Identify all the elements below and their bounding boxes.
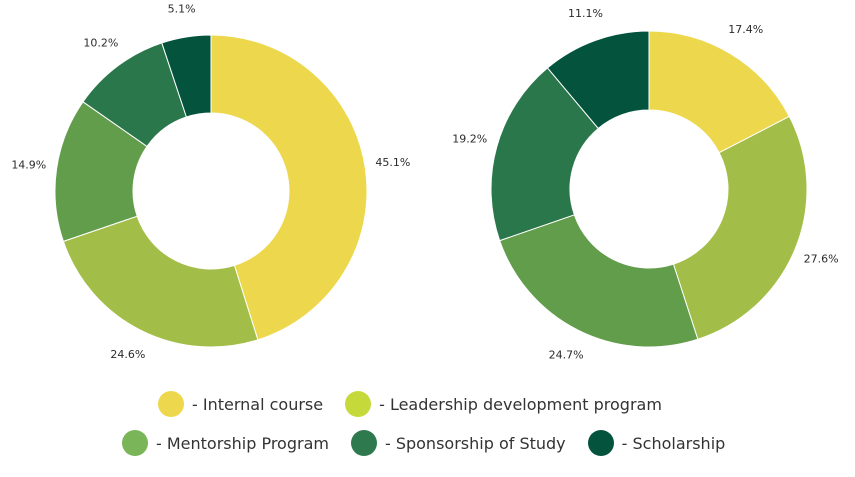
- donut-1-label-scholarship: 11.1%: [568, 7, 603, 20]
- donut-0-label-internal-course: 45.1%: [375, 156, 410, 169]
- donut-1-slice-mentorship: [499, 214, 699, 348]
- legend-item-internal-course: - Internal course: [158, 391, 323, 417]
- donut-0-slice-mentorship: [54, 101, 148, 242]
- donut-1-slice-sponsorship: [490, 67, 599, 242]
- legend-item-leadership: - Leadership development program: [345, 391, 662, 417]
- legend-item-scholarship: - Scholarship: [587, 430, 726, 456]
- donut-0-label-mentorship: 14.9%: [11, 158, 46, 171]
- donut-1-slice-leadership: [672, 115, 808, 340]
- donut-1-label-internal-course: 17.4%: [728, 23, 763, 36]
- donut-0-slice-scholarship: [161, 34, 212, 118]
- legend-label-leadership: - Leadership development program: [379, 394, 662, 414]
- donut-1-slice-scholarship: [546, 30, 650, 130]
- legend-row-1: - Internal course - Leadership developme…: [158, 391, 662, 417]
- donut-1-label-mentorship: 24.7%: [549, 349, 584, 362]
- legend-label-mentorship: - Mentorship Program: [156, 433, 329, 453]
- donut-1-label-leadership: 27.6%: [804, 253, 839, 266]
- donut-charts: 45.1% 24.6% 14.9% 10.2% 5.1% 17.4% 27.6% 24.7%…: [11, 2, 838, 361]
- legend-row-2: - Mentorship Program - Sponsorship of St…: [122, 430, 725, 456]
- donut-1-label-sponsorship: 19.2%: [452, 132, 487, 145]
- donut-0-label-leadership: 24.6%: [110, 348, 145, 361]
- donut-0-slice-internal-course: [210, 34, 368, 341]
- legend-swatch-mentorship: [122, 430, 148, 456]
- legend-swatch-leadership: [345, 391, 372, 417]
- legend-swatch-sponsorship: [350, 430, 377, 456]
- donut-0-label-sponsorship: 10.2%: [83, 37, 118, 50]
- legend-label-internal-course: - Internal course: [192, 394, 324, 414]
- legend-item-sponsorship: - Sponsorship of Study: [350, 430, 566, 456]
- legend-swatch-scholarship: [587, 430, 614, 456]
- legend-swatch-internal-course: [158, 391, 184, 417]
- donut-0-label-scholarship: 5.1%: [168, 2, 196, 15]
- donut-1-slice-internal-course: [648, 30, 791, 154]
- legend-label-scholarship: - Scholarship: [621, 433, 726, 453]
- donut-chart-right: 17.4% 27.6% 24.7% 19.2% 11.1%: [452, 7, 838, 361]
- donut-chart-left: 45.1% 24.6% 14.9% 10.2% 5.1%: [11, 2, 410, 361]
- legend-item-mentorship: - Mentorship Program: [122, 430, 329, 456]
- legend-label-sponsorship: - Sponsorship of Study: [384, 433, 566, 453]
- donut-0-slice-leadership: [62, 215, 259, 348]
